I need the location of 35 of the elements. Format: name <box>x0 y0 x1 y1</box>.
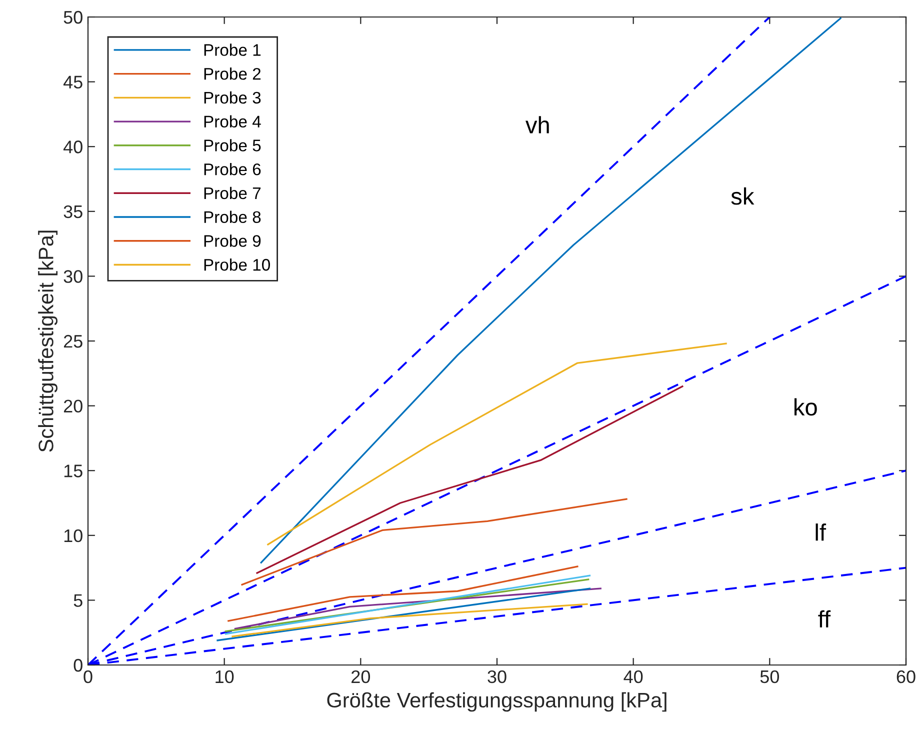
y-tick-label: 40 <box>63 140 82 154</box>
x-tick-label: 40 <box>624 670 643 684</box>
annotation: ko <box>794 398 817 416</box>
x-tick-label: 60 <box>896 670 916 684</box>
y-tick-label: 25 <box>64 334 82 348</box>
y-tick-label: 0 <box>74 658 82 672</box>
legend-label: Probe 4 <box>204 115 261 128</box>
legend-label: Probe 2 <box>204 68 261 80</box>
y-tick-label: 45 <box>63 76 82 89</box>
legend-label: Probe 7 <box>204 186 261 200</box>
legend-label: Probe 5 <box>204 139 261 152</box>
y-tick-label: 30 <box>64 270 82 283</box>
x-tick-label: 10 <box>216 670 234 684</box>
annotation: lf <box>816 524 826 541</box>
x-tick-label: 20 <box>352 670 370 684</box>
legend-label: Probe 8 <box>204 210 261 223</box>
y-tick-label: 15 <box>64 464 82 478</box>
x-tick-label: 0 <box>84 670 92 684</box>
legend-label: Probe 10 <box>204 258 270 271</box>
y-tick-label: 20 <box>64 400 82 413</box>
y-tick-label: 10 <box>64 529 82 542</box>
x-tick-label: 50 <box>760 670 780 684</box>
y-axis-title: Schüttgutfestigkeit [kPa] <box>38 230 58 452</box>
legend-label: Probe 1 <box>204 44 261 56</box>
annotation: ff <box>818 610 831 628</box>
y-tick-label: 35 <box>64 205 82 218</box>
x-axis-title: Größte Verfestigungsspannung [kPa] <box>327 692 666 712</box>
x-tick-label: 30 <box>488 670 506 684</box>
annotation: sk <box>731 187 754 205</box>
y-tick-label: 5 <box>74 594 82 607</box>
annotation: vh <box>526 116 549 134</box>
legend-label: Probe 9 <box>204 234 261 247</box>
y-tick-label: 50 <box>64 10 82 24</box>
legend-label: Probe 6 <box>204 163 261 176</box>
legend-label: Probe 3 <box>204 91 261 104</box>
